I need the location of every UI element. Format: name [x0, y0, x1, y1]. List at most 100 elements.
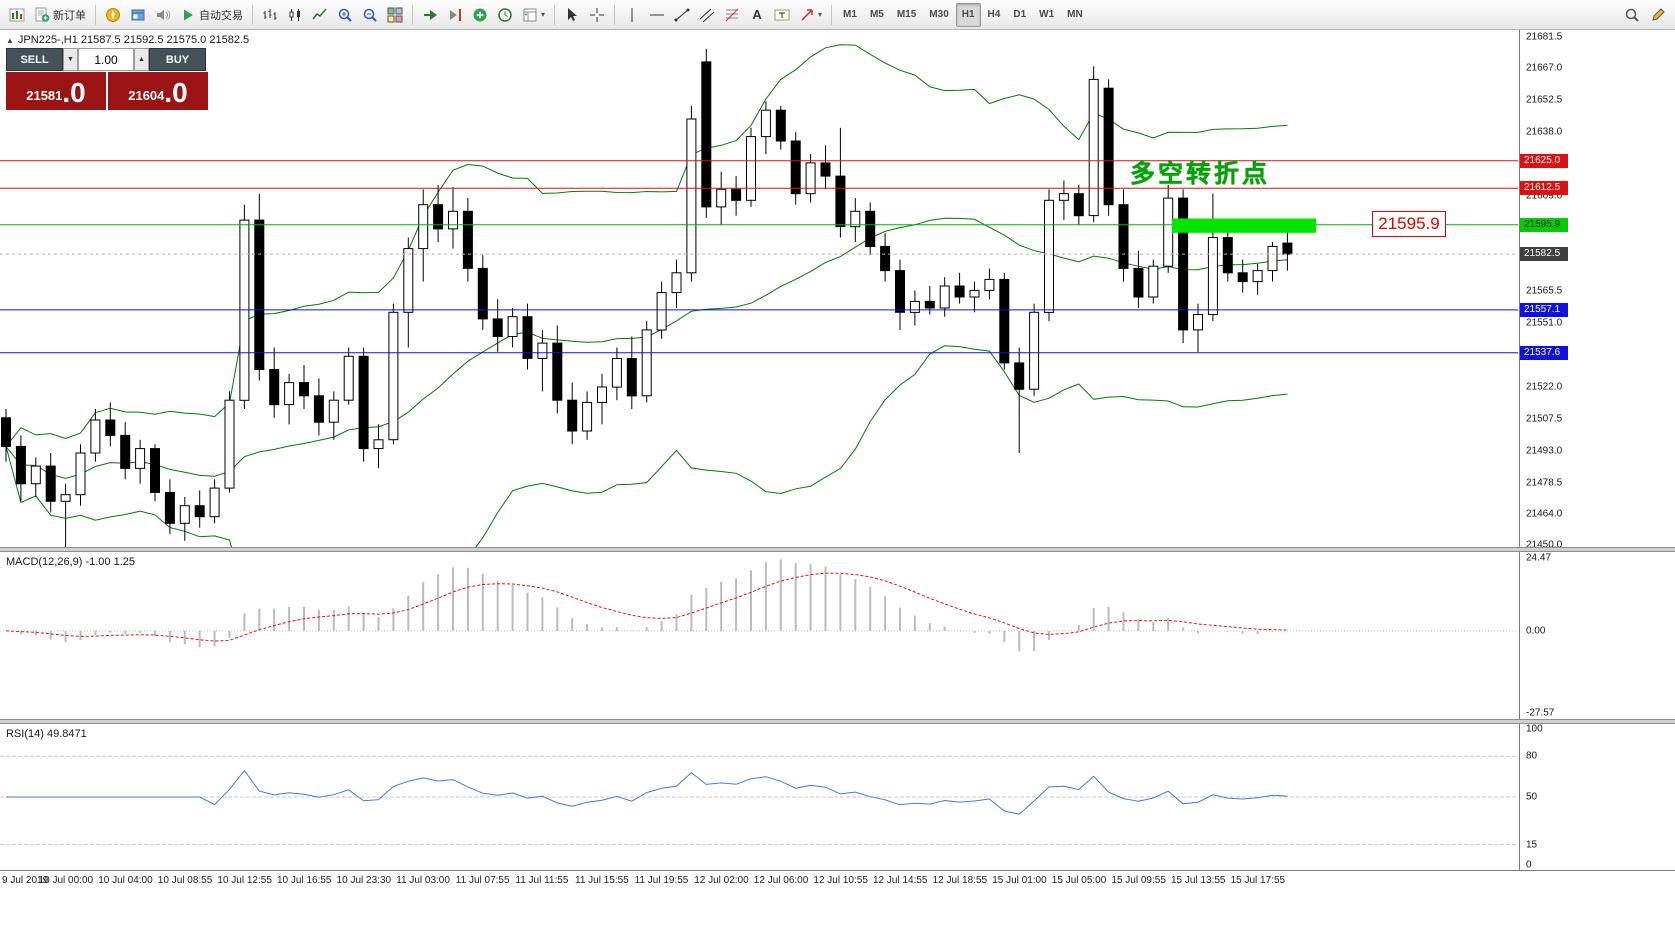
panel-splitter[interactable] — [0, 547, 1675, 552]
auto-scroll-button[interactable] — [418, 3, 442, 27]
alerts-button[interactable] — [151, 3, 175, 27]
timeframe-m1-button[interactable]: M1 — [843, 9, 857, 20]
volume-increase-button[interactable]: ▲ — [134, 48, 149, 71]
horizontal-line-icon — [650, 14, 665, 15]
buy-button[interactable]: BUY — [149, 48, 206, 71]
chart-shift-button[interactable] — [443, 3, 467, 27]
macd-chart[interactable] — [0, 552, 1518, 719]
timeframe-h4-button[interactable]: H4 — [987, 9, 1001, 20]
timeframe-m30-button[interactable]: M30 — [929, 9, 949, 20]
time-label: 11 Jul 19:55 — [634, 875, 689, 886]
data-window-button[interactable] — [126, 3, 150, 27]
collapse-arrow-icon[interactable]: ▲ — [6, 35, 14, 45]
text-tool-icon: A — [752, 7, 762, 22]
price-scale-label: 21609.0 — [1526, 190, 1563, 202]
rsi-scale[interactable]: 100 80 50 15 0 — [1519, 724, 1675, 870]
timeframe-mn-button[interactable]: MN — [1067, 9, 1083, 20]
time-label: 15 Jul 09:55 — [1111, 875, 1166, 886]
rsi-scale-label: 15 — [1526, 839, 1538, 851]
time-axis[interactable]: 9 Jul 2019 10 Jul 00:00 10 Jul 04:00 10 Jul… — [0, 870, 1675, 890]
price-scale[interactable]: 21681.5 21667.0 21652.5 21638.0 21609.0 21565… — [1519, 30, 1675, 547]
rsi-panel[interactable]: 100 80 50 15 0 RSI(14) 49.8471 — [0, 724, 1675, 870]
autotrading-label: 自动交易 — [199, 9, 243, 22]
quick-edit-button[interactable] — [1646, 3, 1670, 27]
macd-scale[interactable]: 24.47 0.00 -27.57 — [1519, 552, 1675, 719]
toolbar-right-group — [1620, 3, 1670, 27]
line-chart-button[interactable] — [308, 3, 332, 27]
fibonacci-tool-button[interactable] — [720, 3, 744, 27]
toolbar-separator — [554, 4, 556, 25]
buy-price-display[interactable]: 21604 .0 — [108, 72, 208, 110]
time-label: 10 Jul 00:00 — [38, 875, 94, 886]
vertical-line-icon — [631, 7, 633, 22]
volume-decrease-button[interactable]: ▼ — [63, 48, 78, 71]
sell-button[interactable]: SELL — [6, 48, 63, 71]
macd-panel[interactable]: 24.47 0.00 -27.57 MACD(12,26,9) -1.00 1.25 — [0, 552, 1675, 719]
pencil-icon — [1652, 7, 1665, 21]
time-label: 11 Jul 15:55 — [575, 875, 629, 886]
periods-button[interactable] — [493, 3, 517, 27]
trendline-tool-button[interactable] — [670, 3, 694, 27]
candlestick-chart-button[interactable] — [283, 3, 307, 27]
auto-scroll-icon — [424, 9, 437, 20]
time-label: 15 Jul 05:00 — [1051, 875, 1107, 886]
volume-input[interactable] — [78, 48, 134, 71]
candlestick-icon — [289, 8, 300, 21]
autotrading-play-icon — [184, 9, 193, 20]
timeframe-w1-button[interactable]: W1 — [1039, 9, 1055, 20]
price-scale-label: 21638.0 — [1526, 126, 1563, 138]
bar-chart-button[interactable] — [258, 3, 282, 27]
channel-tool-button[interactable] — [695, 3, 719, 27]
time-label: 12 Jul 14:55 — [873, 875, 928, 886]
text-label-tool-button[interactable] — [770, 3, 794, 27]
new-order-label: 新订单 — [53, 9, 86, 22]
new-order-button[interactable]: 新订单 — [30, 3, 90, 27]
price-tag: 21537.6 — [1520, 345, 1568, 360]
level-price-label[interactable]: 21595.9 — [1372, 211, 1446, 237]
time-label: 10 Jul 08:55 — [157, 875, 213, 886]
price-scale-label: 21551.0 — [1526, 317, 1563, 329]
new-order-icon — [35, 7, 50, 22]
price-tag: 21625.0 — [1520, 153, 1568, 168]
time-label: 12 Jul 18:55 — [932, 875, 988, 886]
cursor-button[interactable] — [560, 3, 584, 27]
zoom-out-button[interactable] — [358, 3, 382, 27]
metaeditor-button[interactable] — [101, 3, 125, 27]
annotation-text[interactable]: 多空转折点 — [1130, 160, 1271, 188]
price-tag: 21557.1 — [1520, 302, 1568, 317]
text-tool-button[interactable]: A — [745, 3, 769, 27]
zoom-in-button[interactable] — [333, 3, 357, 27]
timeframe-m15-button[interactable]: M15 — [896, 9, 917, 20]
channel-icon — [699, 8, 715, 22]
search-symbol-button[interactable] — [1620, 3, 1644, 27]
sell-price-display[interactable]: 21581 .0 — [6, 72, 106, 110]
indicators-button[interactable] — [468, 3, 492, 27]
timeframe-d1-button[interactable]: D1 — [1013, 9, 1027, 20]
buy-price-big-digits: .0 — [164, 77, 188, 108]
autotrading-button[interactable]: 自动交易 — [176, 3, 247, 27]
timeframe-h1-button[interactable]: H1 — [955, 2, 981, 27]
time-label: 12 Jul 10:55 — [813, 875, 868, 886]
price-scale-label: 21681.5 — [1526, 31, 1563, 43]
vertical-line-tool-button[interactable] — [620, 3, 644, 27]
arrows-tool-button[interactable]: ▾ — [795, 3, 826, 27]
toolbar-separator — [831, 4, 833, 25]
arrow-tool-icon — [801, 8, 813, 21]
time-label: 11 Jul 07:55 — [455, 875, 510, 886]
panel-splitter[interactable] — [0, 719, 1675, 724]
main-chart-panel[interactable]: 21681.5 21667.0 21652.5 21638.0 21609.0 21565… — [0, 30, 1675, 547]
toolbar-separator — [412, 4, 413, 25]
time-label: 10 Jul 04:00 — [98, 875, 153, 886]
new-chart-button[interactable] — [5, 3, 29, 27]
timeframe-m5-button[interactable]: M5 — [869, 9, 884, 20]
toolbar-separator — [614, 4, 616, 25]
tile-windows-button[interactable] — [383, 3, 407, 27]
templates-button[interactable]: ▾ — [518, 3, 549, 27]
rsi-chart[interactable] — [0, 724, 1518, 870]
cursor-arrow-icon — [568, 7, 578, 21]
crosshair-button[interactable] — [585, 3, 609, 27]
horizontal-line-tool-button[interactable] — [645, 3, 669, 27]
candlestick-chart[interactable] — [0, 30, 1518, 547]
time-label: 15 Jul 13:55 — [1171, 875, 1226, 886]
